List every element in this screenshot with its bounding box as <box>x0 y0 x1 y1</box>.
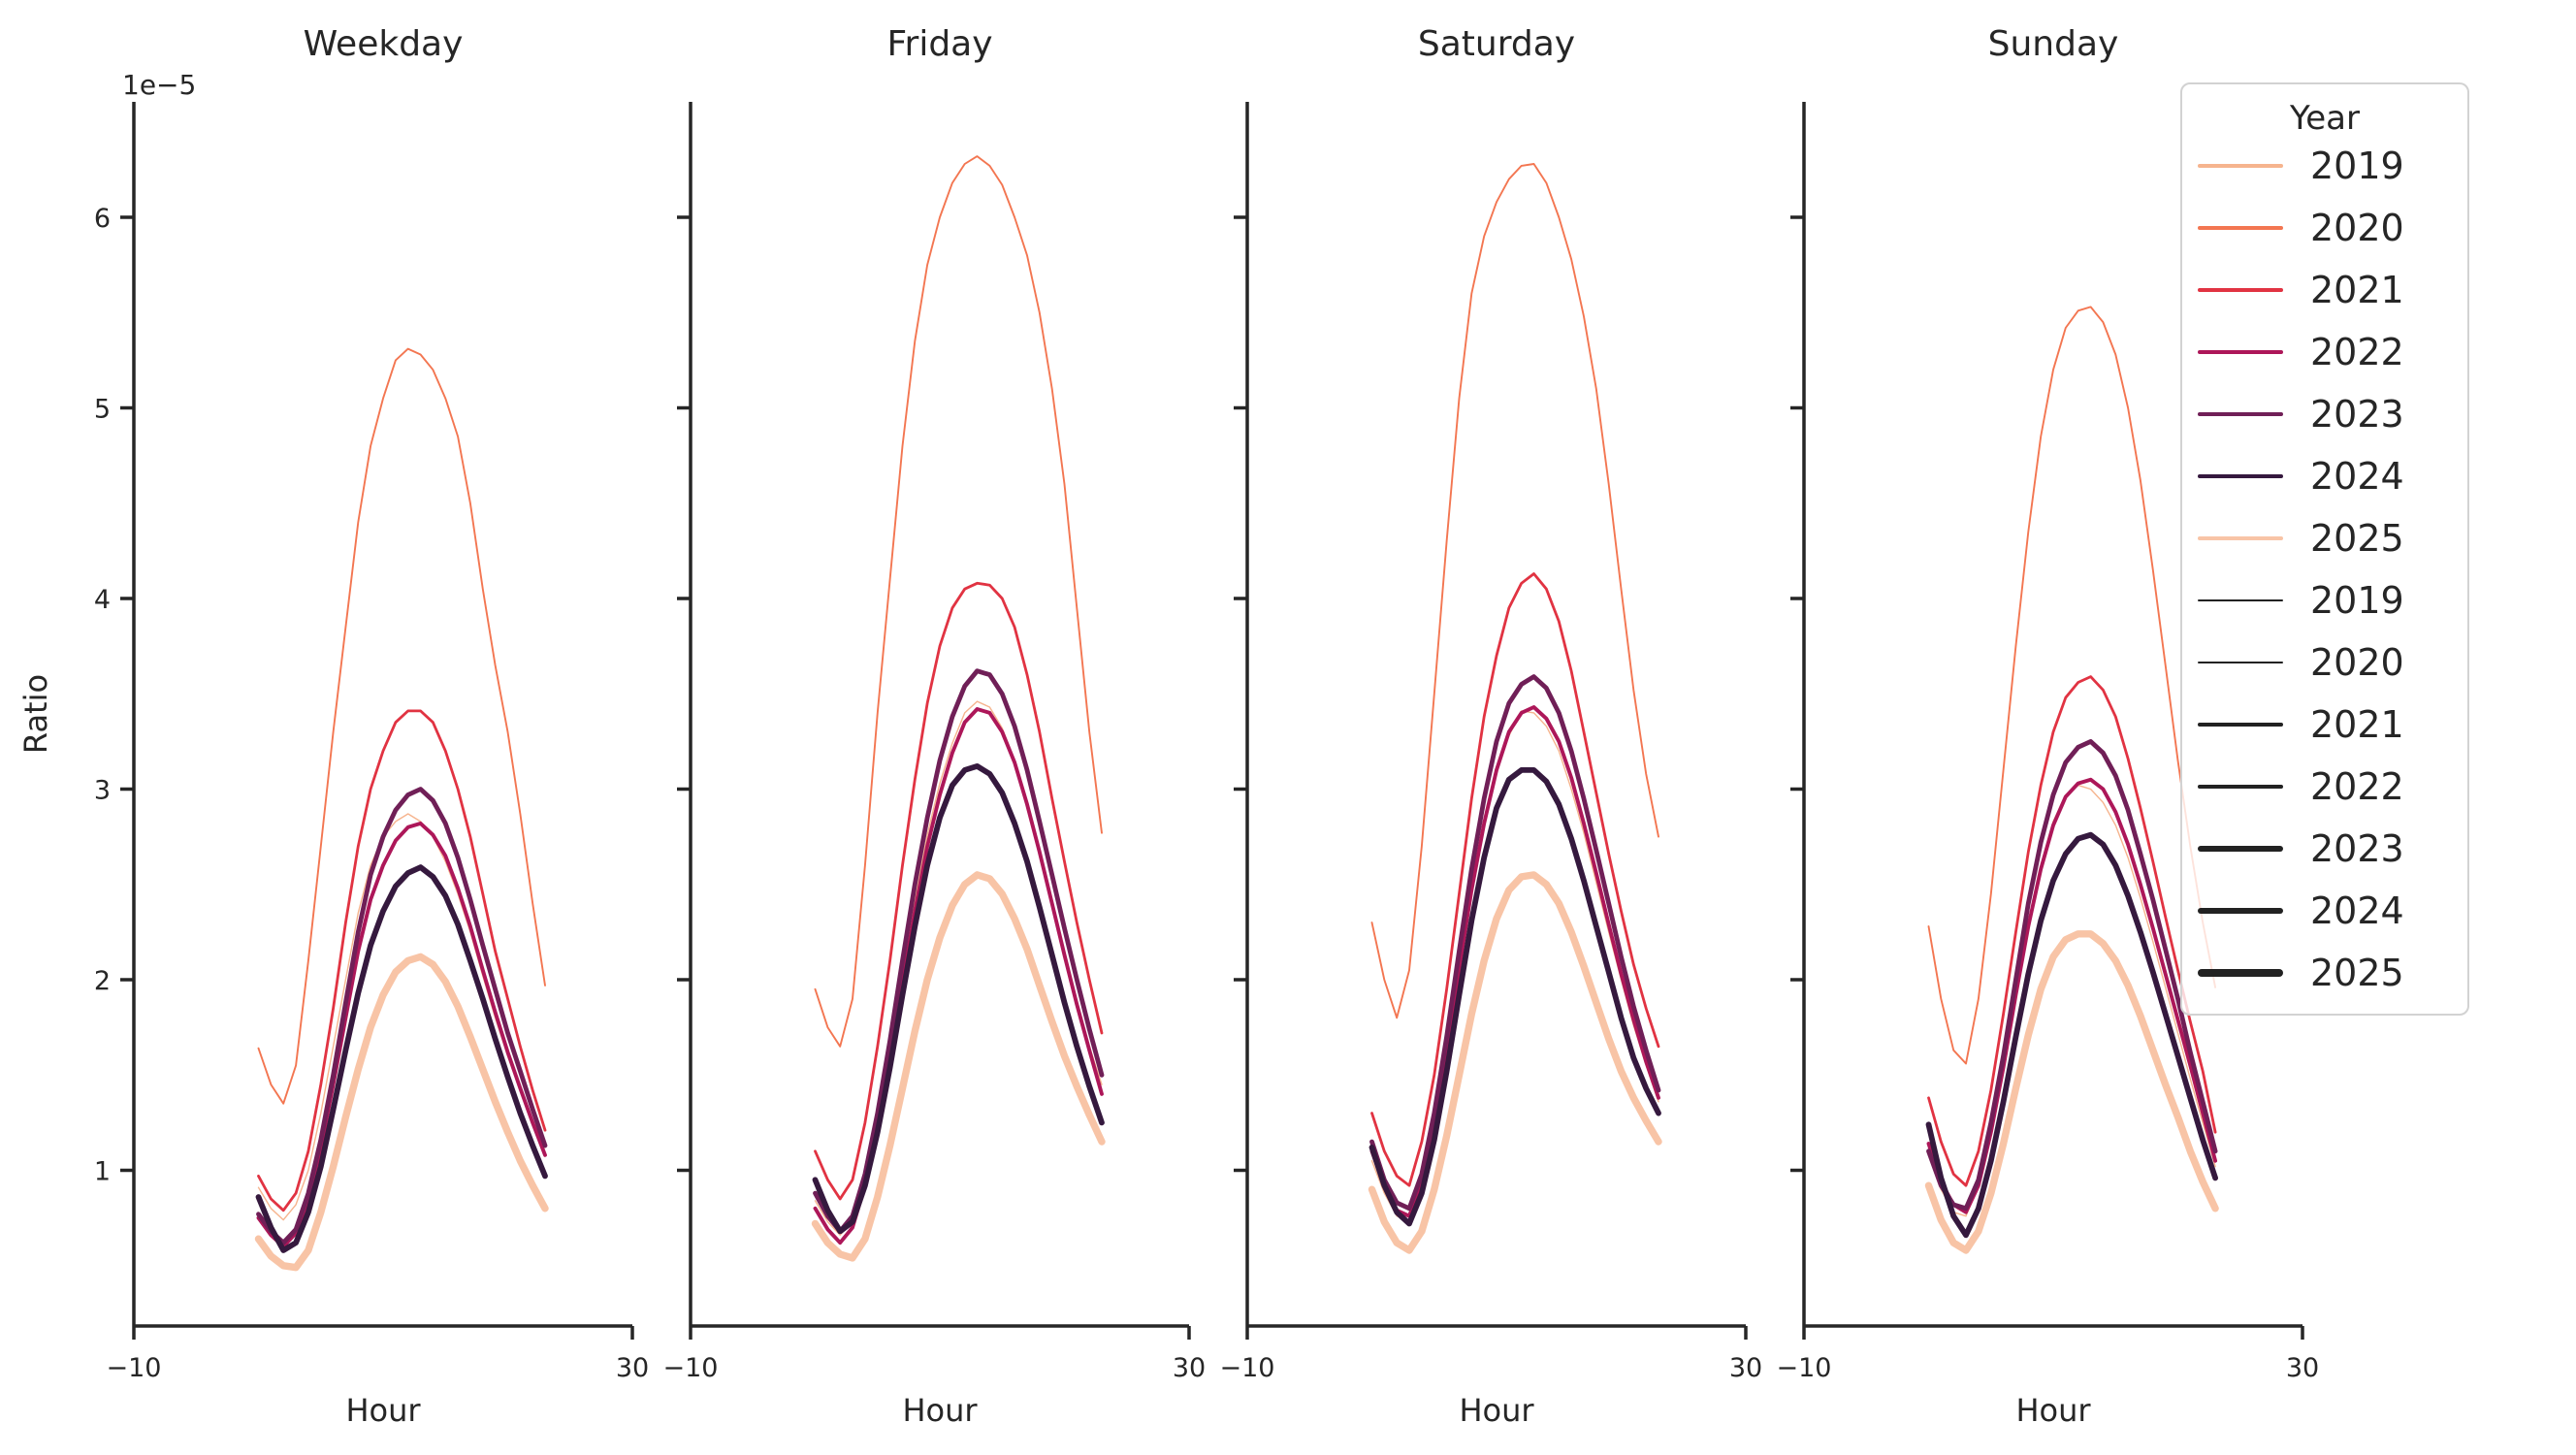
x-axis-label: Hour <box>902 1392 978 1429</box>
legend-entry-label: 2020 <box>2310 641 2404 684</box>
line-2020-sunday <box>1927 306 2217 1065</box>
line-2021-friday <box>814 581 1104 1201</box>
legend-entry-label: 2020 <box>2310 207 2404 249</box>
line-2025-friday <box>811 871 1106 1262</box>
line-2024-friday <box>812 763 1105 1235</box>
x-axis-label: Hour <box>2015 1392 2091 1429</box>
legend-size-entry-2023: 2023 <box>2198 829 2467 868</box>
legend-size-entry-2019: 2019 <box>2198 581 2467 620</box>
x-axis-label: Hour <box>345 1392 421 1429</box>
x-tick-label: −10 <box>1220 1353 1275 1383</box>
line-2020-friday <box>814 155 1103 1048</box>
legend-line-swatch <box>2198 661 2283 664</box>
x-tick-label: 30 <box>616 1353 649 1383</box>
line-2021-weekday <box>257 709 547 1212</box>
panel-saturday: −10 30 Saturday Hour <box>1220 24 1763 1429</box>
line-2019-saturday <box>1370 710 1659 1221</box>
legend-size-entry-2021: 2021 <box>2198 705 2467 744</box>
x-tick-label: 30 <box>1729 1353 1762 1383</box>
line-2024-saturday <box>1368 767 1661 1227</box>
line-2023-friday <box>813 668 1105 1234</box>
legend-line-swatch <box>2198 474 2283 478</box>
panel-title: Friday <box>886 24 992 64</box>
panel-friday: −10 30 Friday Hour <box>663 24 1207 1429</box>
legend-line-swatch <box>2198 969 2283 977</box>
legend-hue-entry-2022: 2022 <box>2198 333 2467 372</box>
legend-line-swatch <box>2198 350 2283 354</box>
legend-line-swatch <box>2198 599 2283 601</box>
legend-line-swatch <box>2198 907 2283 915</box>
line-2023-saturday <box>1369 674 1661 1212</box>
legend-line-swatch <box>2198 784 2283 790</box>
x-tick-label: 30 <box>1173 1353 1206 1383</box>
y-tick-label: 4 <box>94 585 111 615</box>
legend-size-entry-2022: 2022 <box>2198 767 2467 806</box>
legend-hue-entry-2023: 2023 <box>2198 395 2467 434</box>
legend-line-swatch <box>2198 226 2283 230</box>
legend-hue-entry-2020: 2020 <box>2198 209 2467 247</box>
y-axis-label: Ratio <box>17 674 54 754</box>
legend-line-swatch <box>2198 412 2283 416</box>
legend-entry-label: 2024 <box>2310 455 2404 498</box>
line-2020-weekday <box>257 347 546 1105</box>
panel-weekday: 1 2 3 4 5 6 −10 30 1e−5 Weekday Hour <box>94 24 649 1429</box>
legend-hue-entry-2019: 2019 <box>2198 146 2467 185</box>
line-2023-sunday <box>1926 739 2218 1212</box>
legend-line-swatch <box>2198 288 2283 292</box>
legend-entry-label: 2023 <box>2310 393 2404 436</box>
legend-entry-label: 2019 <box>2310 579 2404 622</box>
line-2025-saturday <box>1368 871 1662 1254</box>
legend-line-swatch <box>2198 723 2283 727</box>
legend-line-swatch <box>2198 846 2283 852</box>
x-tick-label: −10 <box>107 1353 162 1383</box>
legend-hue-entry-2021: 2021 <box>2198 271 2467 309</box>
legend-entry-label: 2025 <box>2310 952 2404 994</box>
x-axis-label: Hour <box>1459 1392 1534 1429</box>
line-2021-saturday <box>1370 572 1660 1187</box>
line-2021-sunday <box>1927 675 2217 1187</box>
line-2023-weekday <box>256 787 548 1245</box>
legend-hue-entry-2024: 2024 <box>2198 457 2467 496</box>
legend-entry-label: 2022 <box>2310 331 2404 373</box>
legend-entry-label: 2022 <box>2310 765 2404 808</box>
panel-title: Weekday <box>304 24 464 64</box>
panel-title: Saturday <box>1418 24 1575 64</box>
y-tick-label: 6 <box>94 204 111 234</box>
line-2020-saturday <box>1370 163 1659 1019</box>
legend-line-swatch <box>2198 536 2283 540</box>
y-tick-label: 1 <box>94 1157 111 1187</box>
y-tick-label: 3 <box>94 776 111 806</box>
line-2024-weekday <box>255 864 548 1253</box>
legend-line-swatch <box>2198 164 2283 168</box>
legend-size-entry-2024: 2024 <box>2198 891 2467 930</box>
line-2022-saturday <box>1369 705 1660 1218</box>
x-tick-label: 30 <box>2286 1353 2319 1383</box>
legend: Year 2019 2020 2021 2022 2023 2024 2025 2019 202… <box>2180 82 2469 1016</box>
legend-entry-label: 2019 <box>2310 145 2404 187</box>
panel-title: Sunday <box>1988 24 2119 64</box>
legend-hue-entry-2025: 2025 <box>2198 519 2467 558</box>
legend-size-entry-2020: 2020 <box>2198 643 2467 682</box>
line-2025-weekday <box>254 953 549 1272</box>
x-tick-label: −10 <box>663 1353 719 1383</box>
line-2024-sunday <box>1925 831 2218 1239</box>
x-tick-label: −10 <box>1777 1353 1832 1383</box>
legend-entry-label: 2023 <box>2310 827 2404 870</box>
legend-entry-label: 2024 <box>2310 889 2404 932</box>
y-tick-label: 2 <box>94 966 111 996</box>
y-axis-offset-text: 1e−5 <box>122 69 196 101</box>
legend-entry-label: 2021 <box>2310 269 2404 311</box>
y-tick-label: 5 <box>94 395 111 425</box>
line-2025-sunday <box>1924 930 2219 1254</box>
legend-title: Year <box>2290 99 2360 138</box>
legend-entries: 2019 2020 2021 2022 2023 2024 2025 2019 2020 2021… <box>2198 146 2467 992</box>
panel-sunday: −10 30 Sunday Hour <box>1777 24 2320 1429</box>
legend-entry-label: 2021 <box>2310 703 2404 746</box>
legend-entry-label: 2025 <box>2310 517 2404 560</box>
legend-size-entry-2025: 2025 <box>2198 954 2467 992</box>
line-2022-weekday <box>256 821 547 1249</box>
